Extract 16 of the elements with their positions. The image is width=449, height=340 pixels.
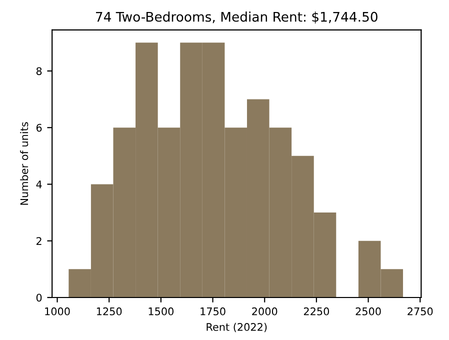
x-axis-title: Rent (2022): [206, 322, 267, 332]
y-tick-label: 6: [36, 124, 42, 132]
chart-title: 74 Two-Bedrooms, Median Rent: $1,744.50: [96, 12, 378, 24]
y-tick-label: 8: [36, 67, 42, 76]
x-tick-label: 2250: [304, 307, 330, 316]
x-tick-label: 2000: [252, 307, 278, 316]
y-axis-title: Number of units: [20, 122, 28, 205]
x-tick-label: 1750: [200, 307, 226, 316]
x-tick-label: 1500: [148, 307, 174, 316]
x-tick-label: 2500: [356, 307, 381, 316]
y-tick-label: 4: [36, 180, 42, 188]
x-tick-label: 2750: [408, 307, 433, 316]
x-tick-label: 1000: [45, 307, 70, 316]
x-tick-label: 1250: [96, 307, 122, 316]
y-tick-label: 0: [36, 294, 42, 302]
y-tick-label: 2: [36, 237, 42, 245]
